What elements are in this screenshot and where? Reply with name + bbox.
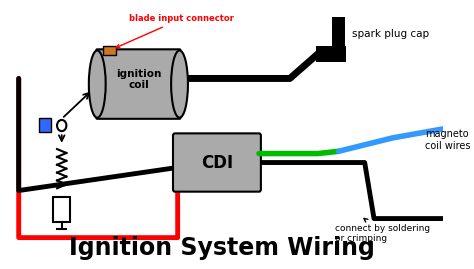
Text: CDI: CDI	[201, 154, 233, 172]
Text: spark plug cap: spark plug cap	[352, 29, 428, 39]
Text: magneto
coil wires: magneto coil wires	[426, 129, 471, 151]
Text: Ignition System Wiring: Ignition System Wiring	[69, 236, 374, 260]
Text: blade input connector: blade input connector	[116, 14, 234, 48]
FancyBboxPatch shape	[332, 17, 345, 62]
FancyBboxPatch shape	[96, 49, 181, 119]
FancyBboxPatch shape	[53, 197, 70, 222]
FancyBboxPatch shape	[103, 46, 116, 55]
FancyBboxPatch shape	[173, 133, 261, 192]
Circle shape	[57, 120, 66, 131]
Ellipse shape	[171, 51, 188, 118]
Text: ignition
coil: ignition coil	[116, 69, 161, 90]
FancyBboxPatch shape	[39, 118, 52, 132]
FancyBboxPatch shape	[316, 46, 346, 62]
Text: connect by soldering
or crimping: connect by soldering or crimping	[335, 218, 430, 243]
Ellipse shape	[89, 51, 106, 118]
